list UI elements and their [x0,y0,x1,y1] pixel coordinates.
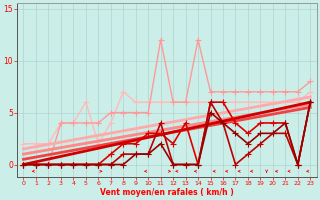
X-axis label: Vent moyen/en rafales ( km/h ): Vent moyen/en rafales ( km/h ) [100,188,234,197]
